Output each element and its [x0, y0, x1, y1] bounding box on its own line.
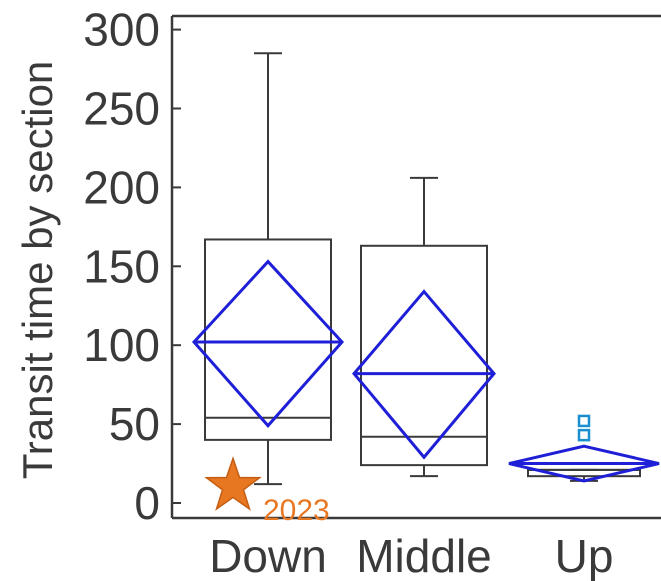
y-tick-label: 200: [83, 161, 160, 213]
y-tick-label: 0: [134, 477, 160, 529]
box-group-up: [508, 414, 660, 483]
axes: [170, 14, 661, 520]
x-axis-categories: Down Middle Up: [209, 530, 613, 581]
outlier-point: [577, 428, 591, 442]
mean-diamond: [508, 444, 660, 483]
box: [360, 244, 488, 467]
x-category-label: Down: [209, 530, 327, 581]
mean-diamond: [352, 289, 496, 460]
boxes: [191, 52, 660, 486]
y-axis-label: Transit time by section: [14, 61, 61, 480]
annotation: 2023: [204, 456, 330, 527]
outlier-point: [577, 414, 591, 428]
y-tick-label: 100: [83, 319, 160, 371]
y-axis-ticks: 0 50 100 150 200 250 300: [83, 4, 181, 529]
x-category-label: Up: [555, 530, 614, 581]
mean-diamond: [191, 259, 345, 428]
annotation-label: 2023: [263, 494, 330, 527]
star-marker: [204, 456, 262, 511]
box: [204, 238, 332, 441]
y-tick-label: 150: [83, 240, 160, 292]
y-tick-label: 50: [109, 398, 160, 450]
y-tick-label: 250: [83, 83, 160, 135]
x-category-label: Middle: [356, 530, 492, 581]
y-tick-label: 300: [83, 4, 160, 56]
box-group-middle: [352, 176, 496, 478]
box-group-down: [191, 52, 345, 486]
